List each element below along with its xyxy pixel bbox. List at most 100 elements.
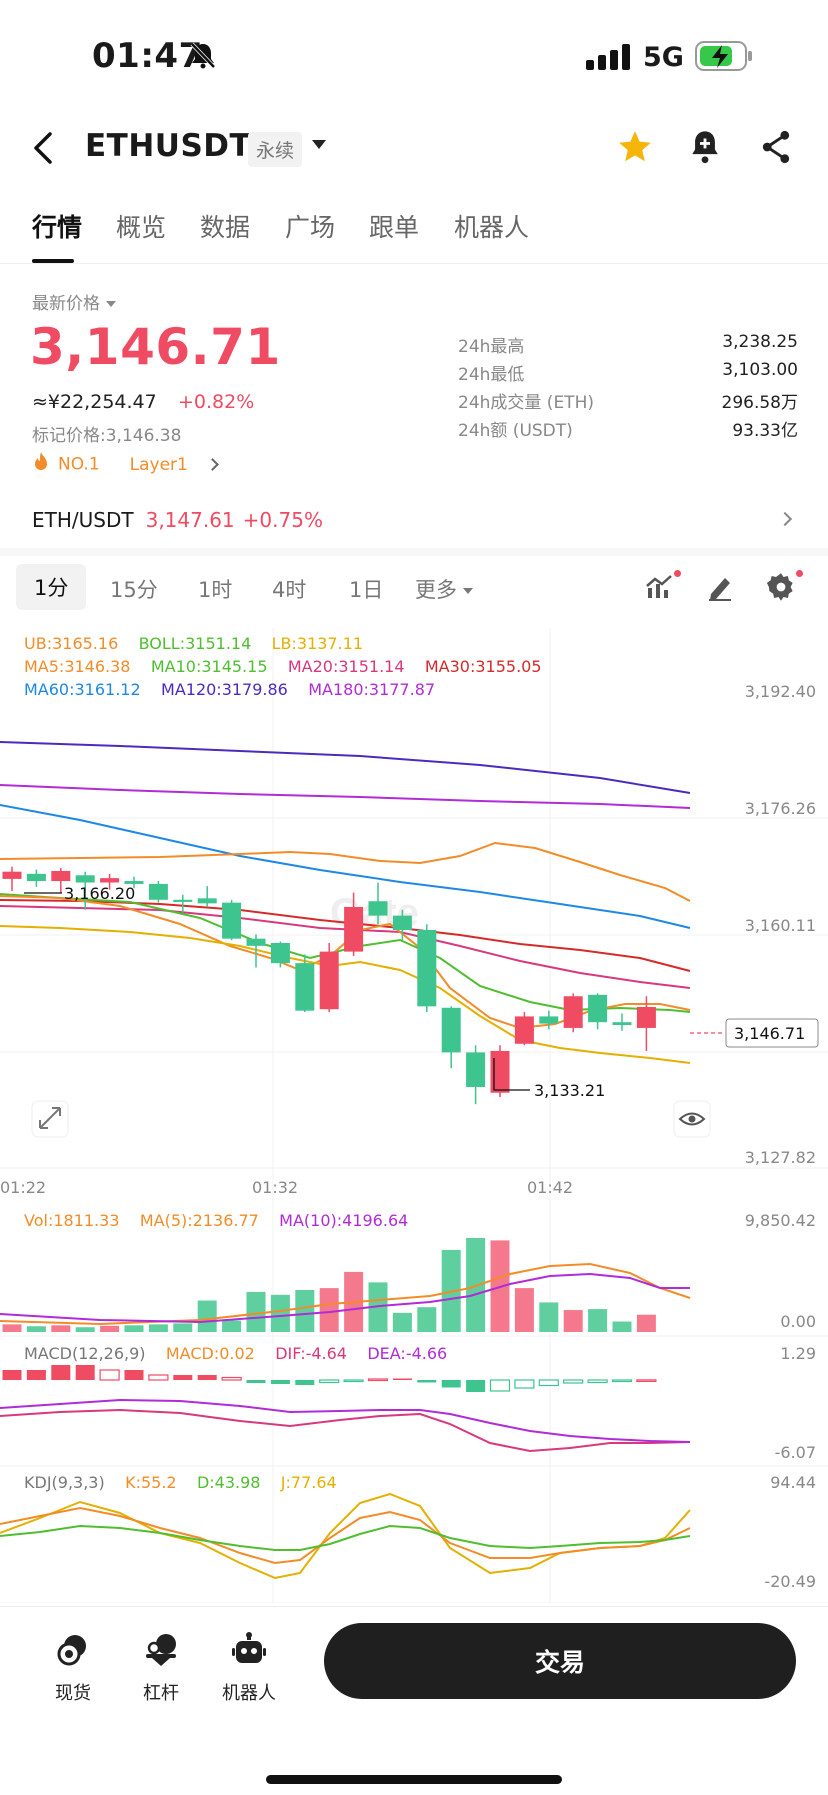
tab-bots[interactable]: 机器人	[454, 213, 530, 242]
volume-bar	[319, 1288, 339, 1332]
vol-ma10-line	[0, 1272, 690, 1324]
share-icon[interactable]	[758, 128, 794, 170]
kdj-d-line	[0, 1524, 691, 1551]
candlestick-series	[2, 866, 656, 1105]
timeframe-more[interactable]: 更多	[415, 574, 473, 604]
candle-body	[124, 881, 144, 884]
macd-bar	[514, 1379, 535, 1389]
macd-bar	[148, 1374, 169, 1381]
expand-icon[interactable]	[31, 1100, 69, 1138]
contract-type-tag: 永续	[248, 132, 303, 167]
stat-row: 24h最高 3,238.25	[458, 332, 798, 357]
high-marker-label: 3,166.20	[64, 884, 135, 903]
volume-axis-label: 0.00	[780, 1312, 816, 1331]
candle-body	[100, 878, 120, 883]
candle-body	[539, 1016, 559, 1024]
volume-bar	[26, 1326, 46, 1332]
chevron-right-icon	[205, 458, 219, 471]
macd-bar	[636, 1379, 657, 1383]
volume-bar	[539, 1302, 559, 1332]
stat-row: 24h额 (USDT) 93.33亿	[458, 421, 798, 441]
pair-dropdown-caret-icon[interactable]	[312, 140, 326, 149]
nav-margin[interactable]: 杠杆	[116, 1627, 206, 1705]
timeframe-1d[interactable]: 1日	[349, 578, 384, 602]
latest-price-label[interactable]: 最新价格	[32, 289, 116, 314]
tab-copy-trading[interactable]: 跟单	[369, 213, 420, 242]
candle-body	[514, 1016, 534, 1044]
macd-bar	[99, 1369, 120, 1381]
draw-pencil-icon[interactable]	[706, 572, 734, 606]
candle-body	[148, 883, 168, 900]
nav-bots[interactable]: 机器人	[204, 1627, 294, 1705]
back-arrow-icon[interactable]	[28, 128, 56, 172]
macd-bar	[221, 1376, 242, 1381]
macd-bar	[441, 1380, 461, 1388]
ranking-row[interactable]: NO.1 Layer1	[32, 451, 219, 478]
tab-overview[interactable]: 概览	[116, 213, 167, 242]
macd-bar	[367, 1378, 389, 1382]
last-price: 3,146.71	[30, 318, 281, 376]
stat-row: 24h最低 3,103.00	[458, 360, 798, 385]
time-axis-label: 01:32	[252, 1178, 299, 1197]
macd-bar	[26, 1370, 46, 1380]
candle-body	[26, 873, 46, 882]
ma180-line	[0, 784, 691, 809]
volume-bar	[124, 1325, 144, 1332]
timeframe-bar: 1分 15分 1时 4时 1日 更多	[0, 564, 828, 616]
visibility-eye-icon[interactable]	[673, 1100, 711, 1138]
notification-dot	[674, 570, 681, 577]
price-alert-bell-icon[interactable]	[688, 128, 722, 170]
volume-bar	[197, 1300, 217, 1332]
candle-body	[51, 870, 71, 882]
candle-body	[173, 899, 193, 902]
tab-data[interactable]: 数据	[200, 213, 251, 242]
trade-button[interactable]: 交易	[324, 1623, 796, 1699]
volume-bar	[75, 1327, 95, 1332]
timeframe-1h[interactable]: 1时	[198, 578, 233, 602]
kdj-k-line	[0, 1506, 691, 1565]
volume-bar	[295, 1290, 315, 1332]
tab-market[interactable]: 行情	[32, 213, 83, 242]
current-price-tag: 3,146.71	[734, 1024, 805, 1043]
nav-spot[interactable]: 现货	[28, 1627, 118, 1705]
macd-bar	[173, 1375, 193, 1380]
macd-bar	[466, 1380, 486, 1392]
macd-bar	[246, 1380, 266, 1383]
network-label: 5G	[643, 42, 684, 73]
macd-bar	[270, 1380, 290, 1384]
volume-bar	[514, 1288, 534, 1332]
volume-bar	[173, 1323, 193, 1332]
favorite-star-icon[interactable]	[616, 128, 654, 170]
candle-body	[490, 1050, 510, 1093]
kline-chart[interactable]: Gate 3,166.20 3,133.21 3,146.71	[0, 628, 828, 1604]
macd-bar	[538, 1379, 559, 1387]
sector-label: Layer1	[129, 454, 188, 475]
price-axis-label: 3,192.40	[744, 682, 816, 701]
indicator-chart-icon[interactable]	[644, 570, 681, 606]
macd-bar	[489, 1379, 511, 1392]
pair-title[interactable]: ETHUSDT	[85, 128, 252, 164]
candle-body	[75, 875, 95, 883]
spot-price: 3,147.61	[145, 508, 235, 532]
low-marker-label: 3,133.21	[534, 1081, 605, 1100]
boll-upper-line	[0, 841, 691, 902]
spot-coins-icon	[28, 1627, 118, 1673]
candle-body	[466, 1052, 486, 1087]
kline-chart-svg: Gate 3,166.20 3,133.21 3,146.71	[0, 628, 828, 1604]
candle-body	[270, 942, 290, 964]
bottom-action-bar: 现货 杠杆 机器人 交易	[0, 1606, 828, 1795]
ma-legend-row1: MA5:3146.38 MA10:3145.15 MA20:3151.14 MA…	[24, 657, 542, 676]
tab-square[interactable]: 广场	[285, 213, 336, 242]
timeframe-15m[interactable]: 15分	[110, 578, 158, 602]
timeframe-1m[interactable]: 1分	[16, 564, 87, 610]
price-change: +0.82%	[178, 391, 255, 413]
spot-price-row[interactable]: ETH/USDT 3,147.61 +0.75%	[32, 508, 798, 532]
robot-icon	[204, 1627, 294, 1673]
price-axis-label: 3,160.11	[744, 916, 816, 935]
chart-settings-gear-icon[interactable]	[766, 570, 803, 606]
timeframe-4h[interactable]: 4时	[272, 578, 307, 602]
header: ETHUSDT 永续	[0, 118, 828, 178]
candle-body	[636, 1006, 656, 1028]
spot-change: +0.75%	[242, 508, 323, 532]
volume-bar	[417, 1307, 437, 1332]
